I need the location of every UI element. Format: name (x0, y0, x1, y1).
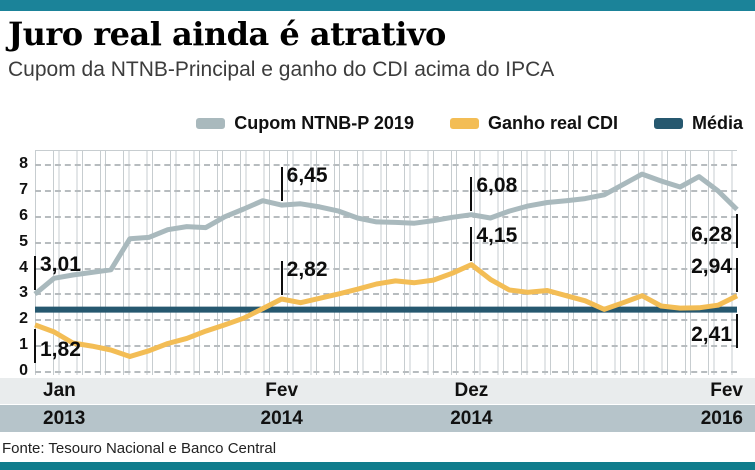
y-axis-tick-label: 6 (19, 206, 28, 224)
annotation-label-3-01: 3,01 (40, 253, 81, 277)
x-axis-month-band: Jan Fev Dez Fev (0, 378, 755, 404)
chart-lines (33, 171, 739, 359)
y-axis-tick-label: 7 (19, 180, 28, 198)
page-title: Juro real ainda é atrativo (8, 15, 446, 53)
source-note: Fonte: Tesouro Nacional e Banco Central (2, 440, 277, 457)
legend-swatch-icon (449, 118, 479, 129)
annotation-label-4-15: 4,15 (476, 223, 518, 247)
x-axis-year-band: 2013 2014 2014 2016 (0, 405, 755, 432)
chart-legend: Cupom NTNB-P 2019 Ganho real CDI Média (196, 113, 743, 134)
legend-item-ganho-real-cdi: Ganho real CDI (449, 113, 618, 134)
y-axis-tick-label: 2 (19, 310, 28, 328)
gridline-y-6 (35, 215, 737, 218)
gridline-y-2 (35, 319, 737, 322)
annotation-tick (736, 213, 738, 248)
gridline-y-1 (35, 345, 737, 348)
gridline-y-3 (35, 293, 737, 296)
annotation-label-6-28: 6,28 (691, 222, 732, 246)
legend-label: Cupom NTNB-P 2019 (234, 113, 414, 133)
annotation-tick (470, 226, 473, 261)
annotation-tick (470, 176, 473, 211)
chart-plot-area: 3,01 1,82 6,45 2,82 6,08 4,15 6,28 2,94 2,41 (33, 150, 739, 375)
y-axis-tick-label: 4 (19, 258, 28, 276)
series-line-ganho-real-cdi (34, 262, 739, 359)
annotation-label-1-82: 1,82 (40, 337, 81, 361)
top-accent-bar (0, 0, 755, 11)
legend-label: Média (691, 113, 743, 133)
legend-item-m-dia: Média (653, 113, 743, 134)
gridline-y-5 (35, 241, 737, 244)
x-tick-year-label-2013-2013: 2013 (43, 407, 86, 429)
y-axis-tick-label: 8 (19, 155, 28, 172)
legend-swatch-icon (196, 118, 226, 129)
gridline-y-0 (35, 371, 737, 373)
annotation-label-2-94: 2,94 (691, 254, 732, 278)
y-axis-tick-label: 3 (19, 284, 28, 302)
x-tick-year-label-2016-2016: 2016 (700, 407, 743, 429)
y-axis-tick-label: 1 (19, 336, 28, 354)
annotation-tick (736, 257, 738, 292)
annotation-tick (280, 261, 283, 296)
gridline-y-8 (35, 164, 737, 166)
annotation-label-2-82: 2,82 (286, 258, 328, 282)
series-line-cupom-ntnb-p-2019 (33, 171, 739, 297)
x-tick-month-label-dez-2014: Dez (454, 380, 489, 401)
annotation-tick (34, 328, 36, 363)
x-tick-month-label-fev-2014: Fev (265, 380, 299, 401)
annotation-label-6-08: 6,08 (476, 173, 518, 197)
gridline-y-4 (35, 267, 737, 270)
annotation-tick (736, 313, 738, 348)
legend-swatch-icon (653, 118, 683, 129)
x-tick-month-label-jan-2013: Jan (43, 380, 76, 401)
x-tick-month-label-fev-2016: Fev (710, 380, 743, 401)
page-subtitle: Cupom da NTNB-Principal e ganho do CDI a… (8, 58, 555, 81)
gridline-y-7 (35, 189, 737, 192)
annotation-tick (34, 256, 36, 291)
x-tick-year-label-2014-2014: 2014 (450, 407, 493, 429)
annotation-label-2-41: 2,41 (691, 322, 732, 346)
legend-label: Ganho real CDI (487, 113, 618, 133)
legend-item-cupom-ntnb-p-2019: Cupom NTNB-P 2019 (196, 113, 414, 134)
annotation-label-6-45: 6,45 (286, 164, 328, 188)
y-axis-tick-label: 5 (19, 232, 28, 250)
x-tick-year-label-2014-2014: 2014 (260, 407, 303, 429)
annotation-tick (280, 167, 283, 202)
bottom-accent-bar (0, 462, 755, 470)
